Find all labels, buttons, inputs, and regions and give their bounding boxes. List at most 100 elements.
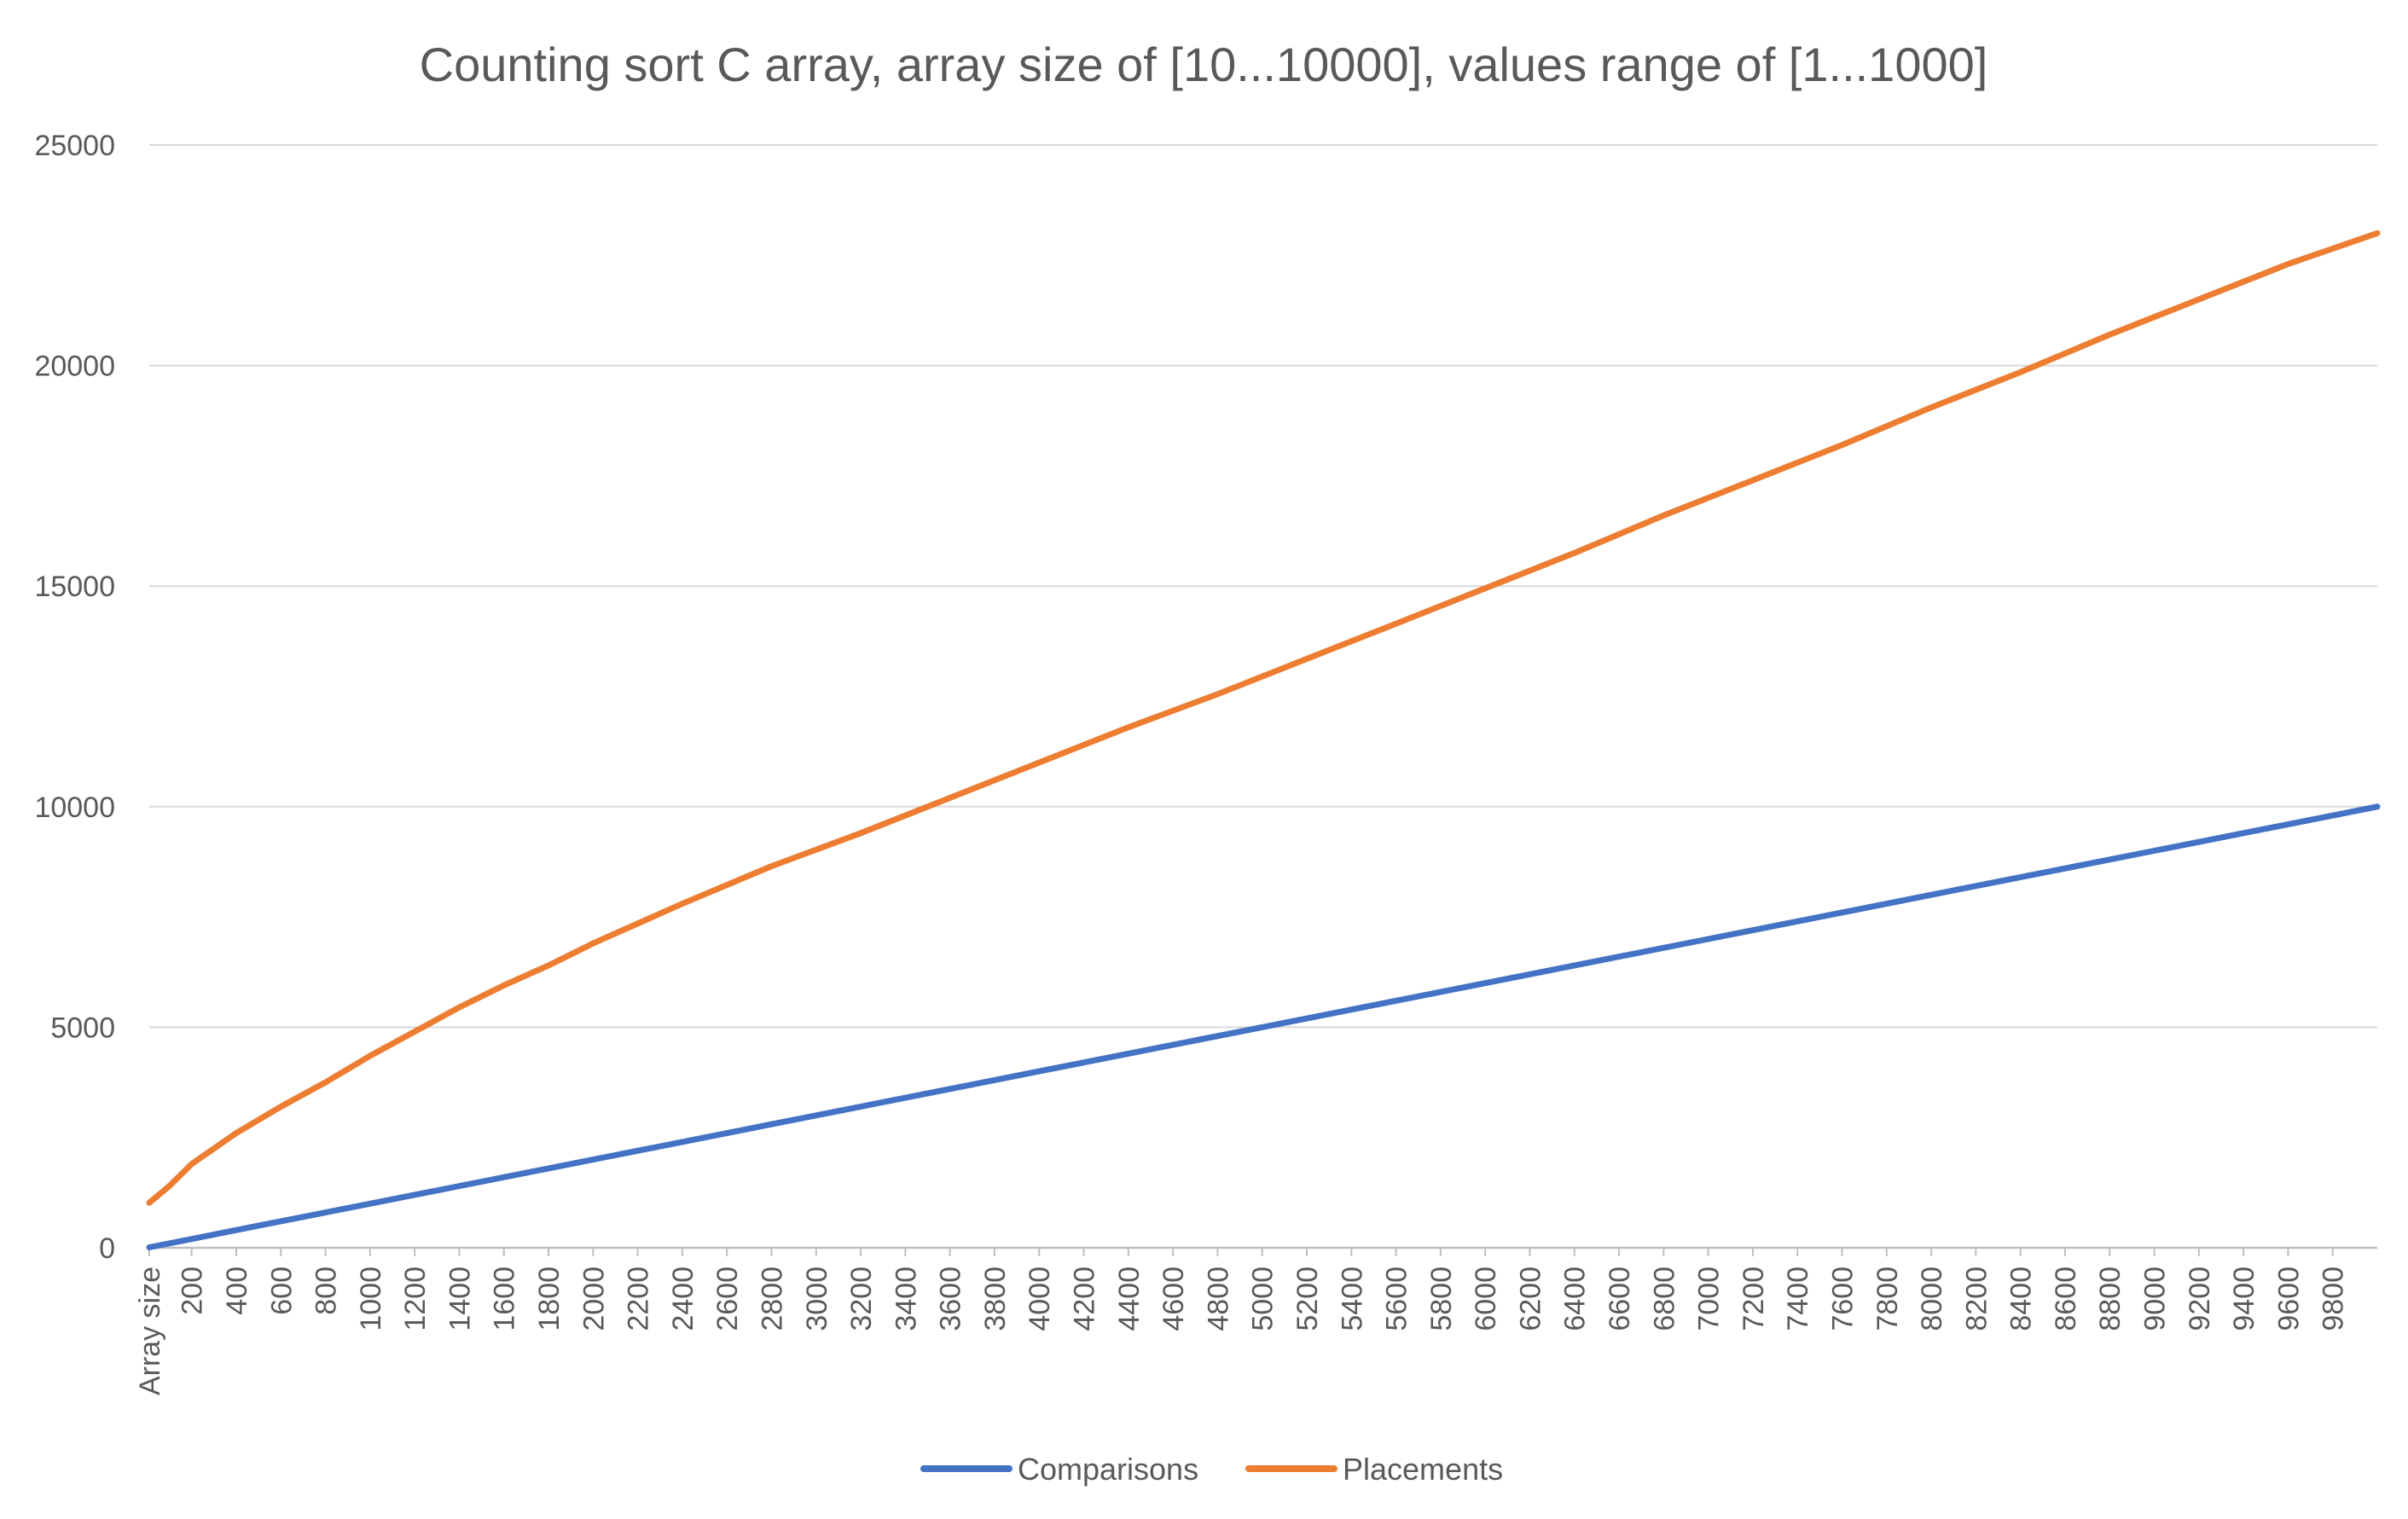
x-tick-label-group: 1200 bbox=[399, 1267, 432, 1331]
x-tick-label-group: 9600 bbox=[2272, 1267, 2305, 1331]
x-tick-label-group: 3200 bbox=[845, 1267, 878, 1331]
x-tick-label: 600 bbox=[265, 1267, 298, 1315]
x-tick-label: 4000 bbox=[1024, 1267, 1056, 1331]
x-tick-label: 5000 bbox=[1247, 1267, 1279, 1331]
x-tick-label-group: 200 bbox=[177, 1267, 209, 1315]
x-tick-label-group: 5000 bbox=[1247, 1267, 1279, 1331]
x-tick-label-group: 1800 bbox=[533, 1267, 566, 1331]
x-tick-label: 6400 bbox=[1559, 1267, 1592, 1331]
x-tick-label: 7800 bbox=[1871, 1267, 1904, 1331]
x-tick-label: 6200 bbox=[1514, 1267, 1546, 1331]
x-tick-label: 4200 bbox=[1069, 1267, 1101, 1331]
x-tick-label-group: 3400 bbox=[890, 1267, 922, 1331]
x-tick-label: 7600 bbox=[1826, 1267, 1859, 1331]
x-tick-label-group: 1000 bbox=[355, 1267, 387, 1331]
x-tick-label: 6800 bbox=[1648, 1267, 1680, 1331]
y-tick-label: 20000 bbox=[34, 351, 115, 383]
x-tick-label: 9000 bbox=[2139, 1267, 2172, 1331]
x-axis-title-label: Array size bbox=[134, 1267, 166, 1395]
x-tick-label: 9200 bbox=[2184, 1267, 2216, 1331]
x-tick-label: 2200 bbox=[623, 1267, 655, 1331]
x-tick-label: 1800 bbox=[533, 1267, 566, 1331]
x-tick-label: 1400 bbox=[444, 1267, 476, 1331]
series-line-placements bbox=[146, 229, 2381, 1206]
x-tick-label-group: 2200 bbox=[623, 1267, 655, 1331]
x-tick-label-group: 3800 bbox=[979, 1267, 1012, 1331]
x-tick-label: 7200 bbox=[1738, 1267, 1770, 1331]
x-tick-label-group: 8200 bbox=[1960, 1267, 1993, 1331]
x-tick-label-group: 9200 bbox=[2184, 1267, 2216, 1331]
x-tick-label-group: 4800 bbox=[1202, 1267, 1234, 1331]
x-tick-label-group: 2800 bbox=[756, 1267, 788, 1331]
x-tick-label-group: 3000 bbox=[801, 1267, 833, 1331]
y-axis: 0 5000 10000 15000 20000 25000 bbox=[34, 130, 115, 1265]
x-tick-label-group: 8000 bbox=[1916, 1267, 1948, 1331]
x-tick-label: 3200 bbox=[845, 1267, 878, 1331]
x-tick-label: 6600 bbox=[1604, 1267, 1636, 1331]
x-tick-label-group: 2600 bbox=[711, 1267, 744, 1331]
x-tick-label-group: 6400 bbox=[1559, 1267, 1592, 1331]
x-tick-label-group: 4200 bbox=[1069, 1267, 1101, 1331]
x-tick-label-group: 2400 bbox=[667, 1267, 699, 1331]
x-tick-label: 5800 bbox=[1425, 1267, 1458, 1331]
x-tick-label: 800 bbox=[310, 1267, 343, 1315]
x-tick-label: 3400 bbox=[890, 1267, 922, 1331]
x-tick-label-group: 6800 bbox=[1648, 1267, 1680, 1331]
x-tick-label: 1200 bbox=[399, 1267, 432, 1331]
x-tick-label: 3800 bbox=[979, 1267, 1012, 1331]
x-axis-title-label-group: Array size bbox=[134, 1267, 166, 1395]
x-tick-label-group: 6200 bbox=[1514, 1267, 1546, 1331]
x-tick-label: 200 bbox=[177, 1267, 209, 1315]
x-tick-label: 8600 bbox=[2050, 1267, 2082, 1331]
x-tick-label: 9400 bbox=[2228, 1267, 2260, 1331]
x-tick-label: 2000 bbox=[577, 1267, 610, 1331]
x-tick-label-group: 5400 bbox=[1336, 1267, 1368, 1331]
x-tick-label: 3600 bbox=[935, 1267, 967, 1331]
y-tick-label: 5000 bbox=[50, 1012, 115, 1044]
x-tick-label: 8000 bbox=[1916, 1267, 1948, 1331]
x-tick-label: 4600 bbox=[1158, 1267, 1190, 1331]
y-tick-label: 25000 bbox=[34, 130, 115, 162]
x-tick-label: 3000 bbox=[801, 1267, 833, 1331]
x-tick-label-group: 9400 bbox=[2228, 1267, 2260, 1331]
series-line-comparisons bbox=[146, 803, 2381, 1250]
x-tick-label-group: 7200 bbox=[1738, 1267, 1770, 1331]
x-tick-label-group: 3600 bbox=[935, 1267, 967, 1331]
x-tick-label: 9800 bbox=[2318, 1267, 2350, 1331]
series-lines bbox=[146, 229, 2381, 1250]
x-tick-label-group: 4600 bbox=[1158, 1267, 1190, 1331]
x-tick-label-group: 5200 bbox=[1291, 1267, 1324, 1331]
x-tick-label: 2800 bbox=[756, 1267, 788, 1331]
x-tick-label: 7400 bbox=[1782, 1267, 1814, 1331]
x-tick-label-group: 1400 bbox=[444, 1267, 476, 1331]
x-tick-label: 5200 bbox=[1291, 1267, 1324, 1331]
y-tick-label: 0 bbox=[99, 1232, 115, 1265]
x-tick-label: 400 bbox=[221, 1267, 253, 1315]
gridlines bbox=[149, 144, 2377, 1029]
x-tick-label-group: 9800 bbox=[2318, 1267, 2350, 1331]
y-tick-label: 10000 bbox=[34, 791, 115, 824]
x-tick-label-group: 8800 bbox=[2094, 1267, 2127, 1331]
x-tick-label: 8200 bbox=[1960, 1267, 1993, 1331]
x-tick-label: 8800 bbox=[2094, 1267, 2127, 1331]
x-tick-label-group: 8600 bbox=[2050, 1267, 2082, 1331]
x-tick-label-group: 1600 bbox=[489, 1267, 521, 1331]
legend-label-comparisons: Comparisons bbox=[1018, 1452, 1198, 1487]
x-tick-label: 1000 bbox=[355, 1267, 387, 1331]
x-tick-label-group: 4400 bbox=[1113, 1267, 1146, 1331]
x-tick-label-group: 6600 bbox=[1604, 1267, 1636, 1331]
x-tick-label-group: 800 bbox=[310, 1267, 343, 1315]
x-tick-label-group: 6000 bbox=[1470, 1267, 1502, 1331]
x-tick-label: 1600 bbox=[489, 1267, 521, 1331]
x-tick-label: 8400 bbox=[2005, 1267, 2038, 1331]
x-tick-label-group: 7600 bbox=[1826, 1267, 1859, 1331]
x-tick-label-group: 600 bbox=[265, 1267, 298, 1315]
x-tick-label-group: 9000 bbox=[2139, 1267, 2172, 1331]
x-tick-label-group: 2000 bbox=[577, 1267, 610, 1331]
x-tick-label-group: 5600 bbox=[1381, 1267, 1413, 1331]
x-tick-label: 5600 bbox=[1381, 1267, 1413, 1331]
x-tick-label-group: 7400 bbox=[1782, 1267, 1814, 1331]
x-tick-label: 2600 bbox=[711, 1267, 744, 1331]
legend-label-placements: Placements bbox=[1343, 1452, 1503, 1487]
